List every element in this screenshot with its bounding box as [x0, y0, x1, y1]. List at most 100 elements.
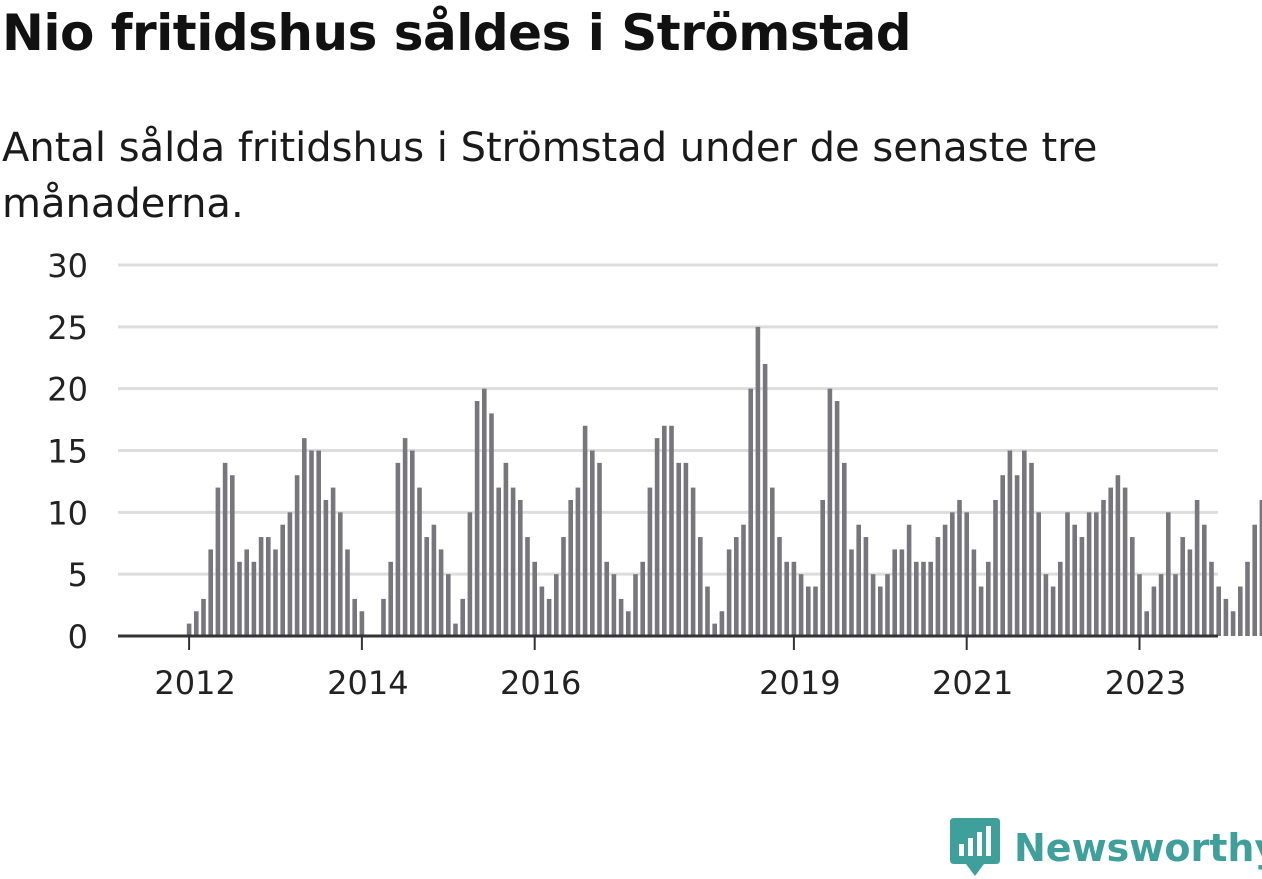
bar	[237, 561, 242, 636]
bar	[626, 611, 631, 636]
bar	[194, 611, 199, 636]
bar	[1058, 561, 1063, 636]
bar	[532, 561, 537, 636]
x-tick-label: 2016	[500, 664, 581, 702]
bar	[827, 388, 833, 636]
bar	[338, 512, 343, 636]
bar	[352, 598, 357, 636]
y-tick-label: 15	[47, 433, 88, 471]
bar	[906, 524, 912, 636]
bar	[1043, 574, 1049, 636]
bar	[863, 537, 869, 636]
x-tick-label: 2021	[932, 664, 1013, 702]
bar	[604, 561, 609, 636]
bar	[287, 512, 293, 636]
bar	[1007, 450, 1013, 636]
bar	[899, 549, 905, 636]
bar	[1151, 586, 1157, 636]
newsworthy-logo-text: Newsworthy	[1014, 826, 1262, 870]
bar	[1086, 512, 1092, 636]
bar	[957, 499, 962, 636]
bar	[1180, 537, 1185, 636]
bar	[539, 586, 545, 636]
bar	[258, 537, 264, 636]
bar	[561, 537, 566, 636]
bar	[813, 586, 818, 636]
bar	[186, 623, 192, 636]
bar	[928, 561, 933, 636]
bar	[489, 413, 494, 636]
bar	[410, 450, 415, 636]
bar	[1050, 586, 1056, 636]
bar	[503, 462, 509, 636]
bar	[755, 326, 761, 636]
bar	[647, 487, 653, 636]
bar	[230, 475, 235, 636]
bar	[1122, 487, 1128, 636]
bar	[820, 499, 825, 636]
bar	[654, 438, 660, 636]
bar	[395, 462, 401, 636]
newsworthy-logo[interactable]: Newsworthy	[950, 818, 1262, 878]
bar	[273, 549, 278, 636]
bar	[784, 561, 789, 636]
bar	[1079, 537, 1085, 636]
bar	[741, 524, 746, 636]
bar	[1252, 524, 1257, 636]
y-tick-label: 25	[47, 309, 88, 347]
bar	[1173, 574, 1178, 636]
y-tick-label: 5	[68, 556, 88, 594]
bar	[1115, 475, 1121, 636]
bar	[1101, 499, 1106, 636]
y-tick-label: 20	[47, 371, 88, 409]
bar	[201, 598, 206, 636]
bar	[381, 598, 386, 636]
bar	[1137, 574, 1142, 636]
bar	[1014, 475, 1020, 636]
bar	[669, 425, 674, 636]
bar	[791, 561, 797, 636]
bar	[460, 598, 465, 636]
bar	[302, 438, 307, 636]
bar	[971, 549, 977, 636]
y-tick-label: 30	[47, 247, 88, 285]
bar	[611, 574, 617, 636]
bar	[1202, 524, 1207, 636]
bar	[1158, 574, 1164, 636]
bar	[582, 425, 588, 636]
gridlines	[118, 263, 1218, 576]
bar	[424, 537, 429, 636]
bar	[762, 363, 768, 636]
bar	[719, 611, 725, 636]
bar	[986, 561, 991, 636]
bar	[798, 574, 804, 636]
bar	[554, 574, 559, 636]
bar	[921, 561, 926, 636]
bar	[417, 487, 422, 636]
bar	[1072, 524, 1077, 636]
bar	[546, 598, 552, 636]
bar	[856, 524, 861, 636]
bar	[1230, 611, 1236, 636]
bar	[935, 537, 941, 636]
bar	[208, 549, 213, 636]
x-axis-tick-labels: 2012201420162019202120232025	[154, 636, 1186, 702]
bar	[870, 574, 876, 636]
bar	[705, 586, 710, 636]
bars	[186, 326, 1262, 636]
bar	[280, 524, 285, 636]
bar	[950, 512, 955, 636]
bar	[345, 549, 350, 636]
y-axis-tick-labels: 0 5 10 15 20 25 30	[47, 247, 88, 656]
bar	[402, 438, 408, 636]
bar	[712, 623, 717, 636]
bar	[726, 549, 732, 636]
bar	[446, 574, 451, 636]
bar	[1187, 549, 1193, 636]
bar	[1194, 499, 1200, 636]
bar	[892, 549, 897, 636]
bar	[518, 499, 523, 636]
bar	[834, 401, 840, 636]
bar	[474, 401, 480, 636]
bar	[1238, 586, 1243, 636]
